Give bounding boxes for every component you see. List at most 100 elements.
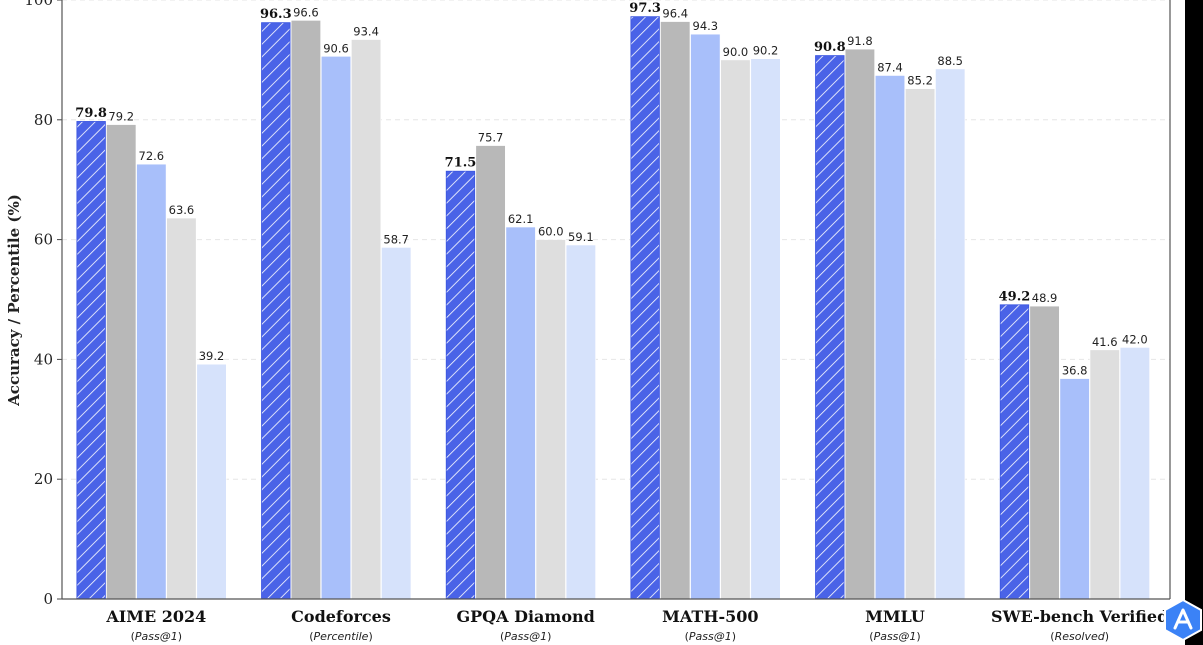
bar (750, 58, 781, 600)
bar (874, 75, 906, 600)
bar (630, 15, 661, 600)
y-tick-label: 100 (24, 0, 53, 9)
bar (814, 54, 845, 600)
bar (136, 163, 167, 600)
metric-open: ( (1050, 630, 1054, 643)
bar (475, 145, 506, 600)
data-label: 97.3 (629, 1, 661, 16)
bar (535, 239, 566, 600)
metric-name: Pass@1 (689, 630, 732, 643)
data-label: 71.5 (445, 156, 477, 171)
metric-open: ( (500, 630, 504, 643)
bar (381, 247, 412, 600)
metric-name: Pass@1 (874, 630, 917, 643)
company-logo-icon (1163, 598, 1203, 642)
bar (1089, 349, 1120, 600)
bar (166, 217, 197, 600)
data-label: 48.9 (1032, 291, 1058, 305)
metric-name: Pass@1 (504, 630, 547, 643)
data-label: 62.1 (508, 212, 534, 226)
metric-label: (Percentile) (309, 630, 373, 643)
metric-open: ( (685, 630, 689, 643)
data-label: 88.5 (937, 54, 963, 68)
data-label: 93.4 (353, 25, 379, 39)
bar (196, 363, 227, 600)
data-label: 58.7 (383, 232, 409, 246)
bar (844, 48, 875, 600)
data-label: 63.6 (169, 203, 195, 217)
metric-open: ( (869, 630, 873, 643)
y-tick-label: 20 (34, 470, 53, 488)
category-label: AIME 2024 (105, 607, 206, 626)
metric-label: (Pass@1) (500, 630, 551, 643)
metric-label: (Pass@1) (131, 630, 182, 643)
gridlines (62, 0, 1170, 480)
metric-close: ) (368, 630, 372, 643)
bar (445, 170, 476, 600)
metric-label: (Pass@1) (869, 630, 920, 643)
data-label: 60.0 (538, 225, 564, 239)
bar (905, 88, 936, 600)
y-tick-label: 0 (43, 590, 53, 608)
category-label: Codeforces (291, 607, 391, 626)
data-label: 75.7 (478, 131, 504, 145)
data-label: 90.0 (723, 45, 749, 59)
data-label: 39.2 (199, 349, 225, 363)
data-label: 72.6 (139, 149, 165, 163)
bar (76, 120, 107, 600)
metric-close: ) (916, 630, 920, 643)
metric-label: (Pass@1) (685, 630, 736, 643)
x-axis: AIME 2024(Pass@1)Codeforces(Percentile)G… (62, 598, 1170, 643)
data-label: 96.6 (293, 5, 319, 19)
bar (999, 303, 1030, 600)
data-label: 91.8 (847, 34, 873, 48)
metric-close: ) (732, 630, 736, 643)
y-axis-label: Accuracy / Percentile (%) (5, 194, 23, 407)
data-label: 90.8 (814, 40, 846, 55)
bar (505, 226, 536, 600)
metric-close: ) (547, 630, 551, 643)
data-label: 49.2 (999, 289, 1031, 304)
bar (290, 20, 321, 600)
data-label: 85.2 (907, 74, 933, 88)
data-label: 36.8 (1062, 364, 1088, 378)
category-label: SWE-bench Verified (991, 607, 1168, 626)
data-label: 90.2 (753, 44, 779, 58)
data-label: 79.2 (108, 110, 134, 124)
bar (260, 21, 291, 600)
data-label: 59.1 (568, 230, 594, 244)
bars: 79.8 79.2 72.6 63.6 39.2 96.3 96.6 90.6 93.4 58.7… (75, 1, 1150, 600)
bar (1119, 347, 1150, 600)
bar (690, 33, 721, 600)
metric-open: ( (309, 630, 313, 643)
metric-name: Percentile (314, 630, 369, 643)
bar (1059, 378, 1090, 600)
data-label: 79.8 (75, 106, 107, 121)
data-label: 94.3 (693, 19, 719, 33)
metric-close: ) (1105, 630, 1109, 643)
data-label: 87.4 (877, 60, 903, 74)
metric-close: ) (178, 630, 182, 643)
category-label: GPQA Diamond (456, 607, 594, 626)
bar (935, 68, 966, 600)
right-edge-strip (1185, 0, 1203, 645)
y-tick-label: 40 (34, 350, 53, 368)
bar (720, 59, 751, 600)
metric-name: Resolved (1055, 630, 1106, 643)
metric-open: ( (131, 630, 135, 643)
data-label: 41.6 (1092, 335, 1118, 349)
category-label: MATH-500 (662, 607, 758, 626)
y-tick-label: 60 (34, 231, 53, 249)
metric-label: (Resolved) (1050, 630, 1109, 643)
bar (106, 124, 137, 600)
data-label: 96.3 (260, 7, 292, 22)
bar (565, 244, 596, 600)
data-label: 90.6 (323, 41, 349, 55)
category-label: MMLU (865, 607, 925, 626)
metric-name: Pass@1 (135, 630, 178, 643)
y-tick-label: 80 (34, 111, 53, 129)
data-label: 96.4 (662, 7, 688, 21)
bar (1029, 305, 1060, 600)
bar (320, 56, 352, 600)
